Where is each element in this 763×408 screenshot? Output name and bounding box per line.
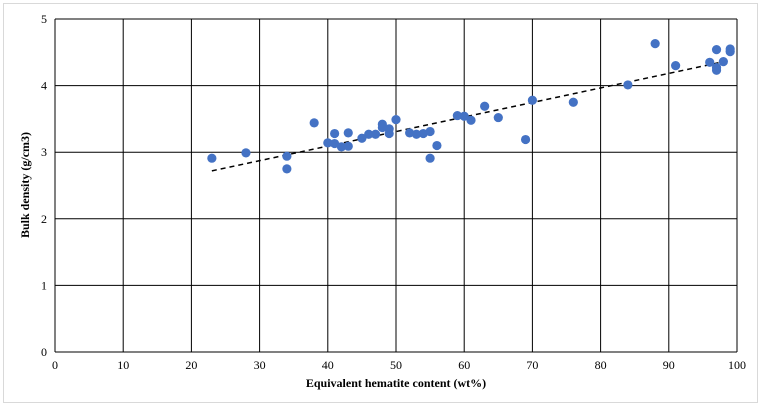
x-tick-label: 90: [663, 358, 675, 372]
data-point: [330, 138, 340, 149]
data-point: [343, 141, 353, 151]
y-tick-label: 3: [41, 145, 47, 159]
data-point: [718, 57, 728, 67]
x-tick-label: 60: [458, 358, 470, 372]
y-tick-label: 5: [41, 12, 47, 26]
data-point: [364, 129, 374, 139]
data-point: [323, 138, 333, 148]
data-point: [705, 57, 715, 67]
x-tick-label: 80: [595, 358, 607, 372]
data-point: [391, 114, 401, 125]
data-point: [282, 151, 292, 161]
data-point: [309, 118, 319, 128]
data-point: [459, 111, 469, 121]
data-point: [466, 115, 476, 125]
chart-frame: 0 10 20 30 40 50 60 70 80 90 100 0 1 2 3 4 5 Equivalent …: [3, 3, 758, 403]
trendline: [211, 59, 731, 172]
data-point: [405, 128, 415, 138]
data-point: [411, 129, 422, 139]
x-tick-label: 10: [117, 358, 129, 372]
x-tick-label: 70: [526, 358, 538, 372]
data-point: [425, 126, 435, 137]
data-point: [336, 142, 347, 152]
data-point: [377, 122, 387, 133]
data-point: [452, 110, 462, 121]
y-axis-title: Bulk density (g/cm3): [18, 132, 32, 238]
data-point: [370, 129, 381, 139]
data-point: [241, 148, 251, 158]
x-tick-label: 0: [52, 358, 58, 372]
data-point: [343, 128, 353, 138]
data-point: [623, 80, 633, 90]
data-point: [520, 134, 531, 145]
y-tick-label: 2: [41, 212, 47, 226]
data-point: [650, 39, 660, 49]
data-point: [357, 133, 367, 143]
data-point: [671, 61, 681, 71]
data-point: [568, 97, 578, 107]
x-tick-label: 100: [728, 358, 746, 372]
data-point: [725, 47, 735, 57]
grid-lines: [54, 18, 738, 353]
data-point: [493, 112, 503, 123]
data-point: [480, 101, 490, 111]
data-point: [527, 95, 538, 105]
data-point: [282, 164, 292, 174]
data-points: [207, 39, 735, 174]
data-point: [330, 128, 340, 139]
x-tick-label: 40: [322, 358, 334, 372]
x-tick-label: 30: [254, 358, 266, 372]
x-axis-title: Equivalent hematite content (wt%): [306, 376, 486, 390]
x-tick-label: 20: [185, 358, 197, 372]
data-point: [384, 124, 394, 134]
data-point: [711, 65, 722, 75]
scatter-chart: 0 10 20 30 40 50 60 70 80 90 100 0 1 2 3 4 5 Equivalent …: [18, 12, 746, 390]
y-tick-label: 1: [41, 278, 47, 292]
tick-labels: 0 10 20 30 40 50 60 70 80 90 100 0 1 2 3 4 5: [41, 12, 746, 372]
y-tick-label: 4: [41, 79, 47, 93]
data-point: [425, 153, 435, 163]
data-point: [711, 45, 722, 55]
data-point: [432, 140, 442, 151]
y-tick-label: 0: [41, 345, 47, 359]
x-tick-label: 50: [390, 358, 402, 372]
data-point: [207, 153, 217, 163]
